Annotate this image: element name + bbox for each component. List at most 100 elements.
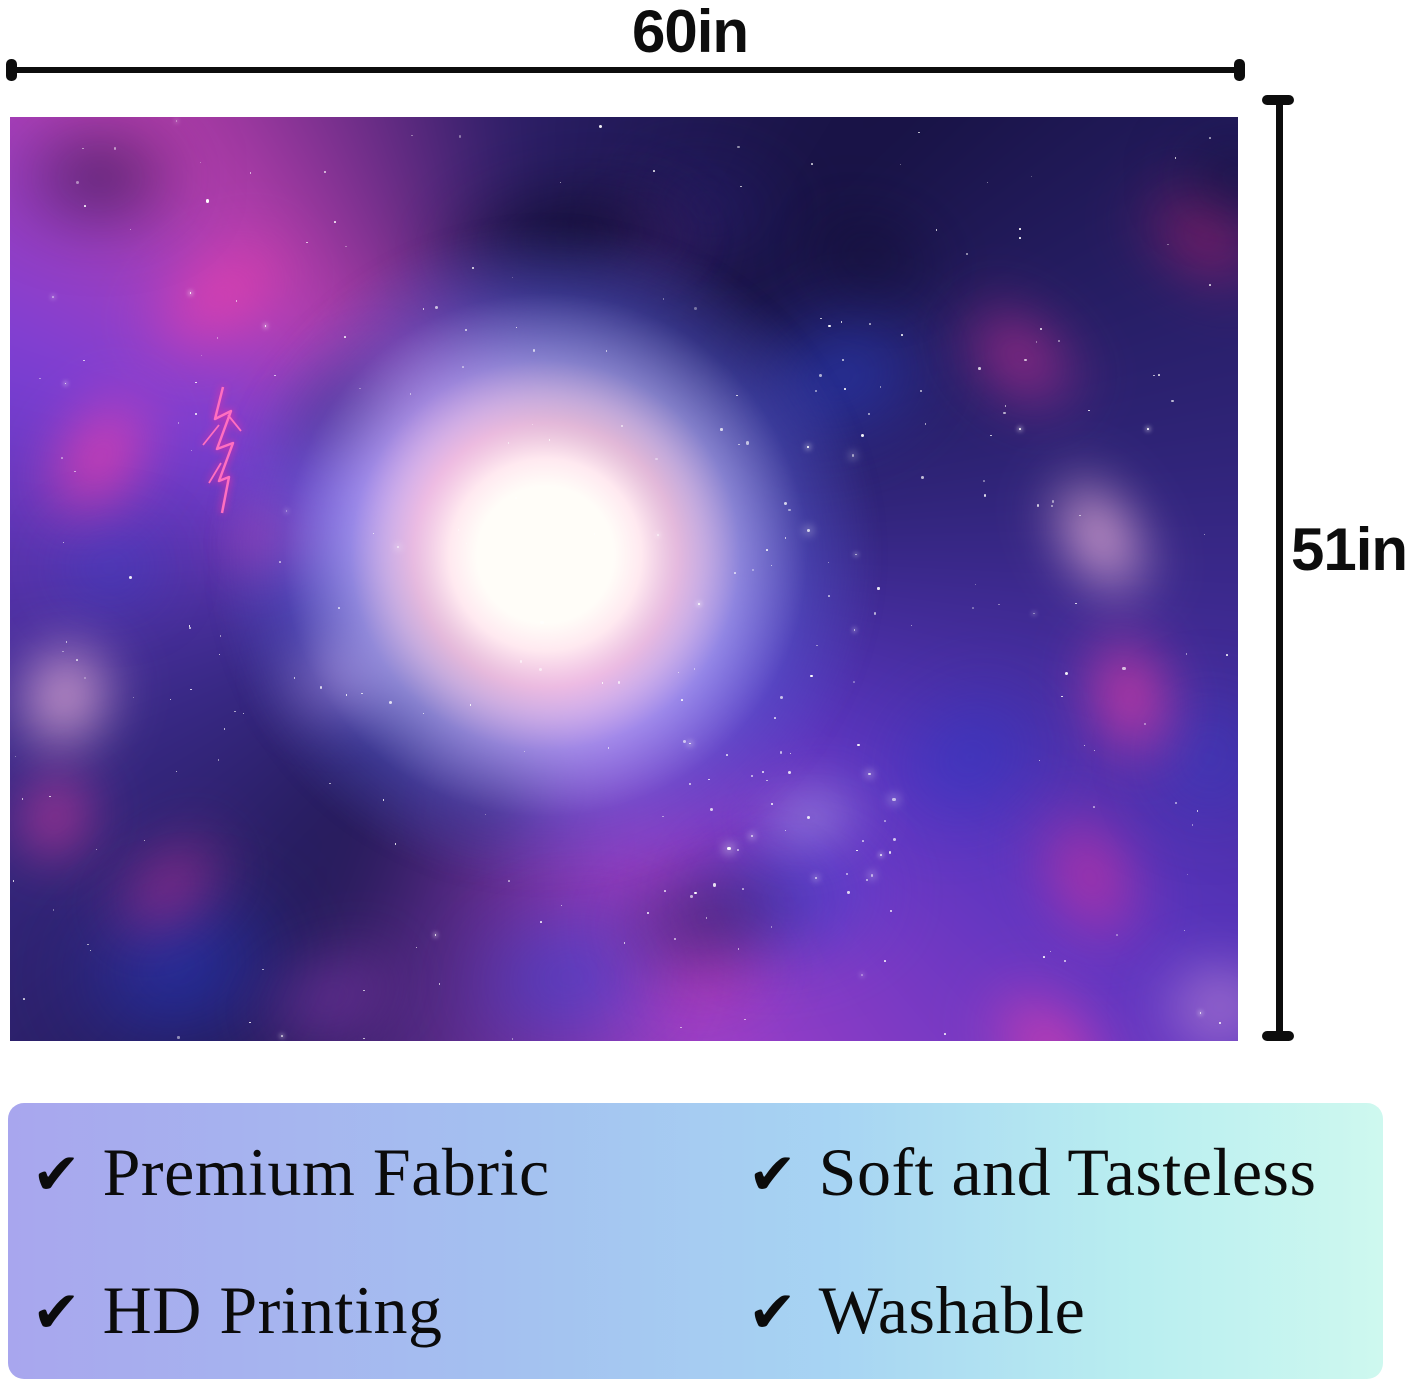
star (264, 325, 267, 327)
features-banner: ✔ Premium Fabric ✔ Soft and Tasteless ✔ … (8, 1103, 1383, 1379)
star (457, 529, 460, 531)
star (1043, 956, 1045, 958)
star (14, 755, 17, 758)
star (708, 778, 710, 781)
star (1147, 428, 1149, 430)
star (1024, 358, 1027, 362)
star (1171, 399, 1174, 403)
star (1186, 873, 1189, 876)
star (531, 423, 534, 426)
star (1183, 929, 1186, 932)
star (879, 386, 882, 388)
star (783, 501, 787, 506)
star (1167, 243, 1169, 246)
star (415, 946, 418, 949)
star (540, 620, 544, 624)
star (89, 949, 92, 952)
star (819, 374, 823, 378)
star (693, 668, 695, 670)
star (1030, 175, 1033, 178)
star (465, 329, 468, 332)
star (623, 942, 626, 944)
star (169, 698, 172, 701)
star (820, 317, 822, 320)
star (1075, 602, 1077, 605)
star (61, 457, 63, 459)
star (1093, 749, 1096, 752)
star (689, 742, 691, 745)
star (1209, 137, 1211, 139)
star (877, 587, 880, 590)
star (132, 696, 135, 699)
star (128, 575, 133, 580)
star (396, 546, 400, 549)
star (223, 728, 226, 730)
feature-label: HD Printing (102, 1272, 443, 1348)
star (76, 659, 78, 661)
star (1226, 654, 1228, 656)
star (861, 974, 863, 976)
star (828, 595, 830, 597)
star (1174, 157, 1176, 159)
star (924, 423, 927, 425)
star (770, 564, 773, 567)
star (1175, 801, 1178, 804)
star (810, 674, 813, 677)
wormhole-core (10, 117, 1238, 1041)
star-field-layer (10, 117, 1238, 1041)
star (409, 393, 412, 395)
star (693, 306, 697, 311)
star (983, 480, 985, 482)
star (853, 629, 856, 631)
star (114, 147, 117, 150)
star (682, 740, 686, 744)
star (816, 644, 818, 647)
star (459, 135, 462, 138)
star (788, 771, 792, 775)
star (511, 1038, 514, 1040)
star (523, 750, 526, 753)
width-dimension-label: 60in (631, 0, 749, 65)
star (21, 798, 24, 800)
star (82, 147, 84, 150)
star (827, 561, 830, 564)
product-photo-galaxy-backdrop (10, 117, 1238, 1041)
star (807, 529, 811, 533)
star (890, 909, 893, 913)
star (978, 367, 981, 370)
star (560, 904, 562, 907)
star (548, 439, 551, 441)
star (857, 743, 860, 747)
star (188, 627, 191, 630)
height-dimension-label: 51in (1291, 516, 1408, 583)
star (218, 653, 221, 656)
feature-label: Washable (818, 1272, 1086, 1348)
star (751, 569, 754, 572)
height-dimension-bottom-cap (1262, 1031, 1294, 1041)
height-dimension-top-cap (1262, 95, 1294, 105)
feature-soft-and-tasteless: ✔ Soft and Tasteless (748, 1138, 1383, 1206)
star (363, 989, 365, 992)
check-icon: ✔ (748, 1140, 797, 1208)
star (901, 334, 903, 337)
star (1003, 412, 1006, 415)
star (737, 948, 739, 950)
star (694, 891, 698, 895)
star (23, 998, 25, 1000)
star (601, 682, 604, 684)
star (52, 296, 54, 298)
star (12, 880, 15, 882)
star (372, 532, 375, 535)
star (1209, 284, 1211, 286)
star (515, 326, 518, 329)
star (861, 434, 865, 438)
star (281, 1035, 283, 1037)
star (129, 228, 132, 231)
star (1079, 514, 1081, 517)
star (1061, 695, 1063, 697)
star (744, 1018, 746, 1021)
star (1019, 228, 1021, 230)
star (249, 1021, 251, 1023)
star (188, 625, 191, 627)
